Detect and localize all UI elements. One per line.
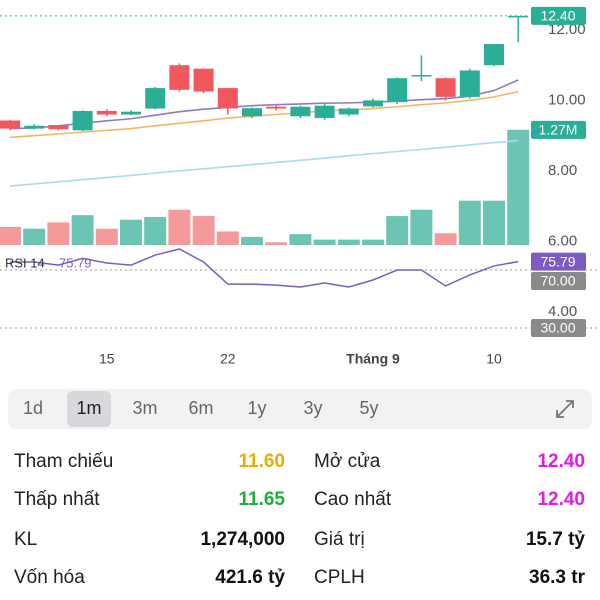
volume-bar xyxy=(95,228,118,245)
stat-value: 11.60 xyxy=(239,451,286,472)
volume-bar xyxy=(47,222,70,245)
candle-body xyxy=(169,65,190,90)
x-tick-label: Tháng 9 xyxy=(346,351,400,367)
rsi-line xyxy=(10,248,519,288)
candle-body xyxy=(290,106,311,117)
candle-body xyxy=(338,108,359,115)
rsi-badge-bg xyxy=(531,252,586,271)
ma-line xyxy=(9,139,519,187)
stat-label: Mở cửa xyxy=(314,451,381,472)
candle-body xyxy=(508,15,529,18)
volume-bar xyxy=(216,231,239,245)
x-tick-label: 22 xyxy=(220,351,236,367)
y-tick-label: 12.00 xyxy=(548,21,586,38)
rsi-label: RSI 14 xyxy=(5,255,45,270)
volume-bar xyxy=(23,228,46,245)
price-badge: 12.40 xyxy=(540,8,575,24)
candle-body xyxy=(24,125,45,129)
stat-value: 421.6 tỷ xyxy=(215,567,285,588)
stat-value: 12.40 xyxy=(537,451,585,472)
volume-bar xyxy=(144,216,167,245)
stat-value: 15.7 tỷ xyxy=(526,529,586,550)
ma-line xyxy=(9,90,519,139)
timeframe-button[interactable]: 3m xyxy=(132,398,157,418)
volume-bar xyxy=(337,239,360,245)
expand-icon[interactable] xyxy=(556,400,574,418)
candle-body xyxy=(193,68,214,92)
price-badge-bg xyxy=(531,6,586,25)
candle-body xyxy=(266,106,287,109)
stat-label: Vốn hóa xyxy=(14,567,85,588)
volume-bar xyxy=(0,226,21,245)
rsi-value-label: 75.79 xyxy=(59,255,92,270)
candle-body xyxy=(0,120,20,129)
volume-bar xyxy=(362,239,384,245)
candle-body xyxy=(145,88,166,109)
stat-value: 1,274,000 xyxy=(200,529,285,550)
timeframe-button[interactable]: 1d xyxy=(23,398,43,418)
volume-bar xyxy=(192,216,215,245)
candle-body xyxy=(435,78,456,97)
stat-label: CPLH xyxy=(314,567,365,588)
stat-label: Thấp nhất xyxy=(14,489,100,510)
candle-body xyxy=(242,108,262,117)
volume-bar xyxy=(483,200,505,245)
volume-bar xyxy=(71,215,94,245)
stat-label: Cao nhất xyxy=(314,489,392,510)
candle-body xyxy=(217,88,238,109)
volume-badge: 1.27M xyxy=(539,122,578,138)
candle-body xyxy=(387,78,408,103)
rsi-level-badge: 70.00 xyxy=(540,273,575,289)
y-tick-label: 4.00 xyxy=(548,303,577,320)
timeframe-button[interactable]: 5y xyxy=(359,398,378,418)
timeframe-button[interactable]: 1y xyxy=(247,398,266,418)
volume-bar xyxy=(241,236,263,245)
timeframe-button[interactable]: 1m xyxy=(76,398,101,418)
candle-body xyxy=(48,125,69,130)
candle-body xyxy=(72,110,93,131)
rsi-level-badge: 30.00 xyxy=(540,320,575,336)
volume-bar xyxy=(507,129,530,245)
y-tick-label: 10.00 xyxy=(548,91,586,108)
candle-body xyxy=(96,110,117,115)
rsi-level-badge-bg xyxy=(531,272,586,290)
rsi-badge: 75.79 xyxy=(540,253,575,269)
stat-label: Tham chiếu xyxy=(14,451,113,472)
candle-body xyxy=(411,75,432,77)
volume-bar xyxy=(434,233,457,245)
stat-value: 36.3 tr xyxy=(529,567,586,588)
stat-value: 11.65 xyxy=(239,489,286,510)
volume-bar xyxy=(265,242,288,245)
candle-body xyxy=(484,44,504,66)
timeframe-button[interactable]: 3y xyxy=(303,398,322,418)
volume-badge-bg xyxy=(531,120,586,139)
stat-label: Giá trị xyxy=(314,529,365,550)
volume-bar xyxy=(168,209,191,245)
timeframe-bar xyxy=(8,389,592,429)
candle-body xyxy=(363,100,383,107)
volume-bar xyxy=(120,219,142,245)
candle-body xyxy=(314,105,335,119)
ma-line xyxy=(9,79,519,130)
volume-bar xyxy=(458,200,481,245)
x-tick-label: 10 xyxy=(486,351,502,367)
volume-bar xyxy=(410,209,433,245)
stat-label: KL xyxy=(14,529,37,550)
volume-bar xyxy=(313,239,336,245)
timeframe-button[interactable]: 6m xyxy=(188,398,213,418)
stat-value: 12.40 xyxy=(537,489,585,510)
volume-bar xyxy=(386,216,409,245)
rsi-level-badge-bg xyxy=(531,319,586,337)
candle-body xyxy=(459,70,480,97)
y-tick-label: 8.00 xyxy=(548,162,577,179)
x-tick-label: 15 xyxy=(99,351,115,367)
timeframe-active-bg xyxy=(67,391,111,427)
y-tick-label: 6.00 xyxy=(548,232,577,249)
candle-body xyxy=(121,111,141,115)
volume-bar xyxy=(289,234,312,245)
